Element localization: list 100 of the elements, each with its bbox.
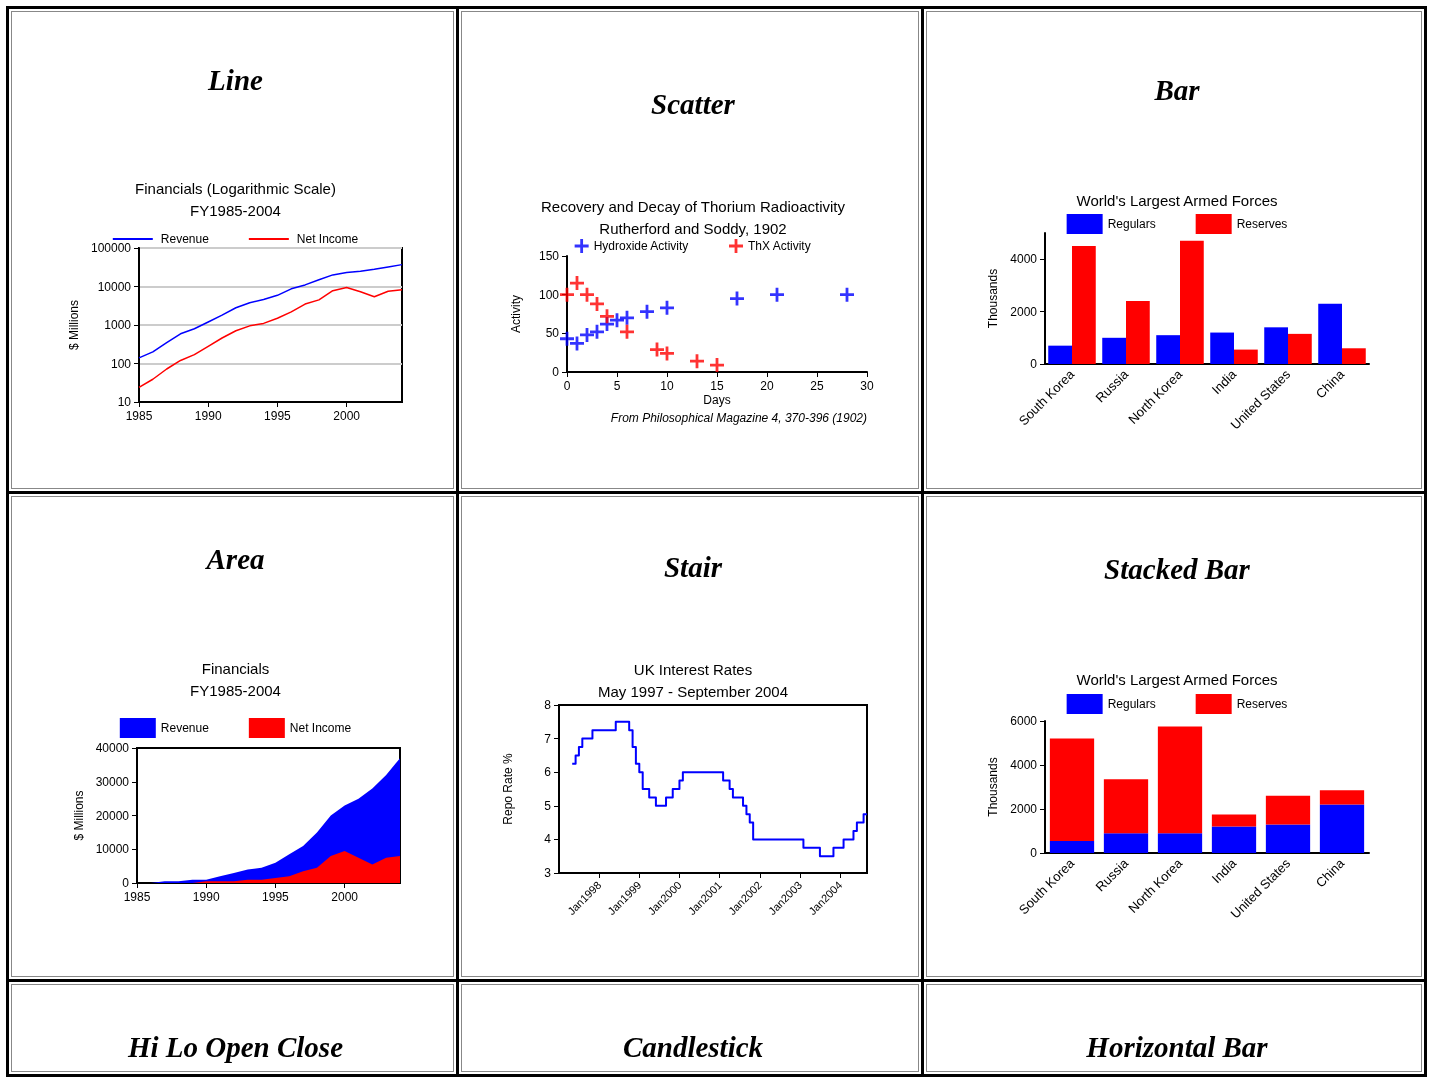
x-tick-label: 1985 — [123, 890, 151, 904]
y-tick-label: 100000 — [90, 241, 132, 255]
text: From Philosophical Magazine 4, 370-396 (1902) — [610, 411, 868, 425]
bar — [1210, 332, 1234, 364]
y-tick-label: 8 — [544, 698, 552, 712]
chart-title: Stair — [663, 550, 723, 583]
point — [570, 336, 584, 351]
point — [640, 304, 654, 319]
y-tick-label: 4000 — [1010, 252, 1038, 267]
bar — [1264, 327, 1288, 364]
point — [660, 300, 674, 315]
y-axis-title: Activity — [509, 294, 523, 334]
legend-label: Hydroxide Activity — [593, 239, 689, 253]
legend-label: Regulars — [1107, 697, 1156, 711]
chart-title: Scatter — [651, 87, 736, 120]
y-axis-title: Repo Rate % — [501, 752, 515, 825]
bar — [1072, 246, 1096, 364]
chart-subtitle: UK Interest Rates May 1997 - September 2004 — [597, 660, 789, 700]
y-axis-title: Thousands — [986, 268, 1001, 329]
point — [840, 287, 854, 302]
bar — [1103, 833, 1149, 853]
bar — [1049, 840, 1095, 853]
bar — [1318, 303, 1342, 364]
x-tick-label: 30 — [860, 379, 874, 393]
x-tick-label: 2000 — [331, 890, 359, 904]
text: Horizontal Bar — [1085, 1030, 1269, 1063]
y-tick-label: 40000 — [95, 741, 130, 755]
bar — [1156, 335, 1180, 364]
chart-subtitle: Financials (Logarithmic Scale) FY1985-2004 — [135, 179, 336, 219]
y-tick-label: 100 — [538, 287, 560, 302]
chart-subtitle: World's Largest Armed Forces — [1076, 191, 1278, 209]
y-tick-label: 4 — [544, 832, 552, 847]
y-tick-label: 6 — [544, 765, 552, 780]
bar — [1126, 301, 1150, 364]
y-tick-label: 0 — [1030, 846, 1038, 860]
y-axis-title: $ Millions — [67, 299, 82, 351]
line-series — [138, 263, 403, 359]
bar — [1211, 814, 1257, 827]
point — [770, 287, 784, 302]
bar — [1211, 826, 1257, 853]
point — [660, 346, 674, 361]
y-tick-label: 2000 — [1010, 802, 1038, 816]
x-tick-label: 1990 — [192, 890, 220, 904]
bar — [1265, 824, 1311, 853]
bar — [1048, 345, 1072, 364]
point — [580, 327, 594, 342]
y-tick-label: 1000 — [104, 318, 132, 332]
chart-subtitle: Financials FY1985-2004 — [190, 659, 281, 699]
legend-label: Regulars — [1107, 217, 1156, 231]
y-tick-label: 3 — [544, 866, 552, 880]
chart-title: Stacked Bar — [1104, 552, 1251, 585]
point — [600, 309, 614, 324]
x-tick-label: 1990 — [194, 409, 222, 423]
y-tick-label: 10000 — [97, 279, 132, 294]
y-tick-label: 30000 — [95, 774, 130, 789]
x-tick-label: 1995 — [262, 890, 290, 904]
y-tick-label: 5 — [544, 798, 552, 813]
legend-label: Revenue — [160, 232, 210, 246]
point — [590, 324, 604, 339]
x-tick-label: 20 — [760, 379, 774, 393]
point — [580, 287, 594, 302]
y-tick-label: 2000 — [1010, 304, 1038, 319]
bar — [1102, 337, 1126, 364]
legend-label: Reserves — [1236, 697, 1288, 711]
bar — [1234, 349, 1258, 364]
text: Hi Lo Open Close — [126, 1030, 344, 1063]
y-tick-label: 20000 — [95, 808, 130, 823]
chart-title: Bar — [1153, 73, 1201, 106]
point — [620, 310, 634, 325]
bar — [1319, 804, 1365, 853]
bar — [1319, 790, 1365, 805]
y-tick-label: 10000 — [95, 842, 130, 857]
y-tick-label: 7 — [544, 731, 552, 746]
legend-label: ThX Activity — [748, 239, 811, 253]
x-tick-label: 25 — [810, 379, 824, 393]
legend-label: Net Income — [289, 721, 352, 735]
point — [560, 287, 574, 302]
chart-title: Area — [204, 542, 265, 575]
point — [610, 313, 624, 328]
y-tick-label: 50 — [545, 326, 560, 341]
point — [730, 291, 744, 306]
x-tick-label: 5 — [613, 379, 621, 393]
bar — [1157, 833, 1203, 853]
bar — [1288, 333, 1312, 364]
x-tick-label: 1995 — [264, 409, 292, 423]
chart-subtitle: Recovery and Decay of Thorium Radioactivity Rutherford and Soddy, 1902 — [540, 197, 846, 237]
y-tick-label: 100 — [110, 356, 132, 371]
y-axis-title: Thousands — [986, 757, 1001, 817]
y-axis-title: $ Millions — [71, 790, 86, 841]
bar — [1049, 738, 1095, 841]
bar — [1180, 240, 1204, 364]
y-tick-label: 150 — [538, 249, 560, 263]
legend-label: Revenue — [160, 721, 210, 735]
x-tick-label: 15 — [710, 379, 724, 393]
x-tick-label: 2000 — [333, 409, 361, 423]
x-tick-label: 1985 — [125, 409, 153, 423]
x-axis-title: Days — [703, 393, 731, 407]
line-series — [138, 286, 403, 389]
bar — [1265, 795, 1311, 825]
point — [690, 354, 704, 369]
